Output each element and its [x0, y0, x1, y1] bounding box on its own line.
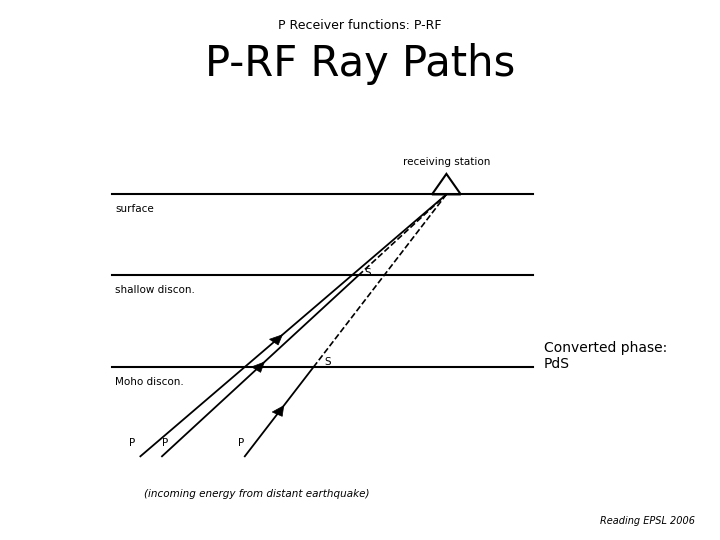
- Text: surface: surface: [115, 204, 154, 214]
- Text: receiving station: receiving station: [402, 157, 490, 167]
- Polygon shape: [269, 335, 282, 345]
- Text: P: P: [129, 437, 135, 448]
- Text: S: S: [324, 357, 330, 367]
- Text: P: P: [162, 437, 168, 448]
- Text: Converted phase:
PdS: Converted phase: PdS: [544, 341, 667, 372]
- Polygon shape: [252, 362, 264, 373]
- Text: Moho discon.: Moho discon.: [115, 377, 184, 387]
- Text: P-RF Ray Paths: P-RF Ray Paths: [205, 43, 515, 85]
- Text: shallow discon.: shallow discon.: [115, 285, 195, 295]
- Text: S: S: [364, 268, 371, 278]
- Text: (incoming energy from distant earthquake): (incoming energy from distant earthquake…: [144, 489, 369, 499]
- Text: P Receiver functions: P-RF: P Receiver functions: P-RF: [278, 19, 442, 32]
- Text: Reading EPSL 2006: Reading EPSL 2006: [600, 516, 695, 526]
- Text: P: P: [238, 437, 244, 448]
- Polygon shape: [272, 406, 284, 416]
